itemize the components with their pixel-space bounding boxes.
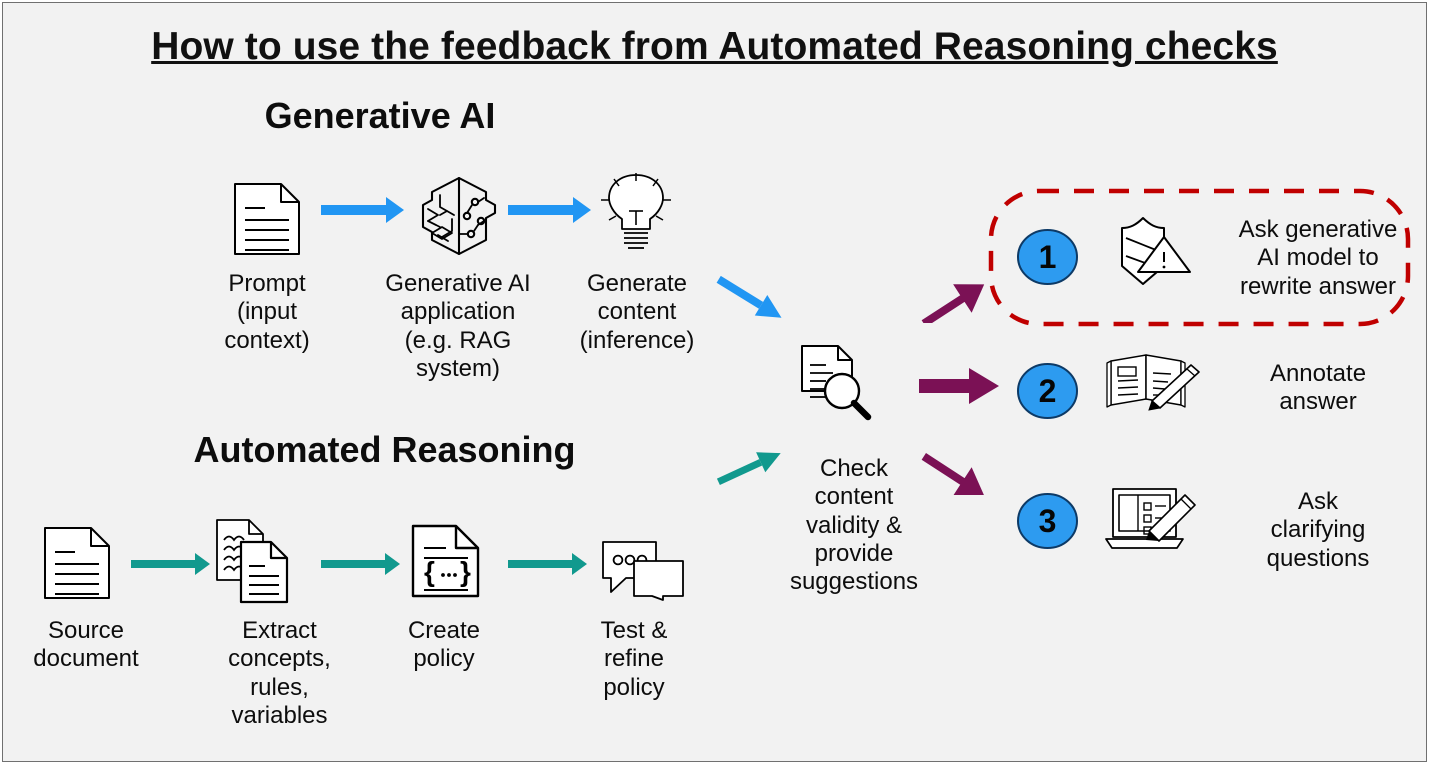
svg-text:1: 1	[1039, 239, 1057, 275]
svg-text:{: {	[424, 556, 435, 587]
svg-text:2: 2	[1039, 373, 1057, 409]
svg-text:}: }	[460, 556, 471, 587]
svg-text:3: 3	[1039, 503, 1057, 539]
